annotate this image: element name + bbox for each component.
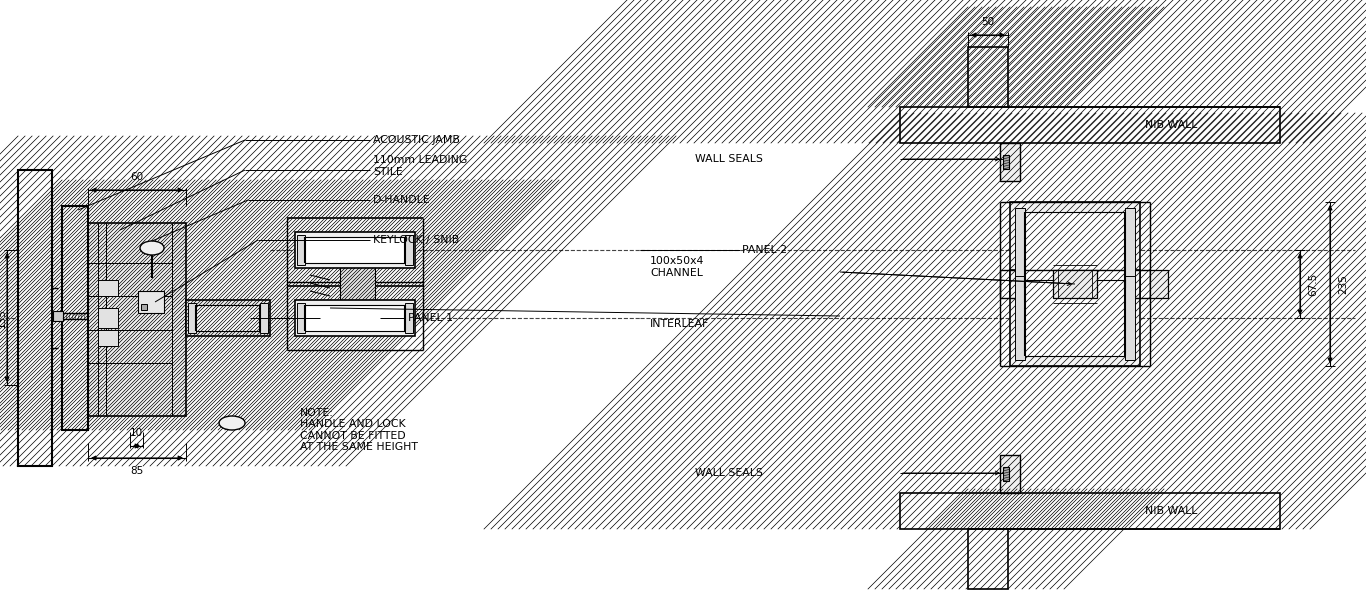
Bar: [301, 305, 410, 331]
Bar: [295, 232, 415, 268]
Bar: [900, 493, 1280, 529]
Bar: [1009, 202, 1141, 298]
Ellipse shape: [141, 241, 164, 255]
Text: NIB WALL: NIB WALL: [1145, 120, 1198, 130]
Bar: [968, 529, 1008, 589]
Bar: [900, 493, 1280, 529]
Bar: [295, 300, 415, 336]
Bar: [1015, 276, 1024, 360]
Bar: [900, 107, 1280, 143]
Bar: [1003, 155, 1009, 169]
Bar: [1003, 467, 1009, 481]
Bar: [1126, 276, 1135, 360]
Text: INTERLEAF: INTERLEAF: [650, 319, 709, 329]
Text: 50: 50: [981, 17, 994, 27]
Bar: [1015, 208, 1024, 292]
Text: PANEL 2: PANEL 2: [742, 245, 787, 255]
Bar: [301, 237, 410, 263]
Bar: [968, 47, 1008, 107]
Bar: [260, 303, 268, 333]
Bar: [186, 300, 270, 336]
Text: D-HANDLE: D-HANDLE: [373, 195, 430, 205]
Bar: [18, 170, 52, 466]
Bar: [189, 303, 197, 333]
Bar: [141, 304, 148, 310]
Bar: [968, 47, 1008, 107]
Bar: [1000, 455, 1020, 493]
Bar: [900, 107, 1280, 143]
Text: ACOUSTIC JAMB: ACOUSTIC JAMB: [373, 135, 460, 145]
Bar: [296, 235, 305, 265]
Text: WALL SEALS: WALL SEALS: [695, 468, 762, 478]
Bar: [1009, 270, 1141, 366]
Bar: [98, 308, 117, 328]
Bar: [1024, 280, 1126, 356]
Bar: [98, 280, 117, 296]
Bar: [53, 311, 63, 321]
Bar: [340, 250, 376, 300]
Bar: [968, 529, 1008, 589]
Bar: [1000, 143, 1020, 181]
Text: KEYLOCK / SNIB: KEYLOCK / SNIB: [373, 235, 459, 245]
Bar: [1150, 270, 1168, 298]
Text: 135: 135: [0, 308, 7, 328]
Text: PANEL 1: PANEL 1: [408, 313, 454, 323]
Bar: [900, 107, 1280, 143]
Bar: [18, 170, 52, 466]
Bar: [18, 170, 52, 466]
Text: 85: 85: [130, 466, 143, 476]
Text: NIB WALL: NIB WALL: [1145, 506, 1198, 516]
Text: 235: 235: [1339, 274, 1348, 294]
Bar: [61, 206, 87, 430]
Bar: [87, 223, 186, 416]
Bar: [900, 493, 1280, 529]
Bar: [296, 303, 305, 333]
Text: 67.5: 67.5: [1309, 272, 1318, 295]
Text: WALL SEALS: WALL SEALS: [695, 154, 762, 164]
Bar: [406, 235, 413, 265]
Bar: [138, 291, 164, 313]
Bar: [1053, 270, 1097, 298]
Text: 60: 60: [131, 172, 143, 182]
Text: 110mm LEADING
STILE: 110mm LEADING STILE: [373, 155, 467, 177]
Ellipse shape: [219, 416, 245, 430]
Bar: [968, 529, 1008, 589]
Bar: [61, 206, 87, 430]
Bar: [191, 305, 265, 331]
Bar: [98, 330, 117, 346]
Bar: [406, 303, 413, 333]
Bar: [61, 206, 87, 430]
Bar: [968, 47, 1008, 107]
Text: NOTE:
HANDLE AND LOCK
CANNOT BE FITTED
AT THE SAME HEIGHT: NOTE: HANDLE AND LOCK CANNOT BE FITTED A…: [301, 408, 418, 452]
Text: 10: 10: [130, 428, 143, 438]
Text: 100x50x4
CHANNEL: 100x50x4 CHANNEL: [650, 256, 705, 278]
Bar: [1024, 212, 1126, 288]
Bar: [1126, 208, 1135, 292]
